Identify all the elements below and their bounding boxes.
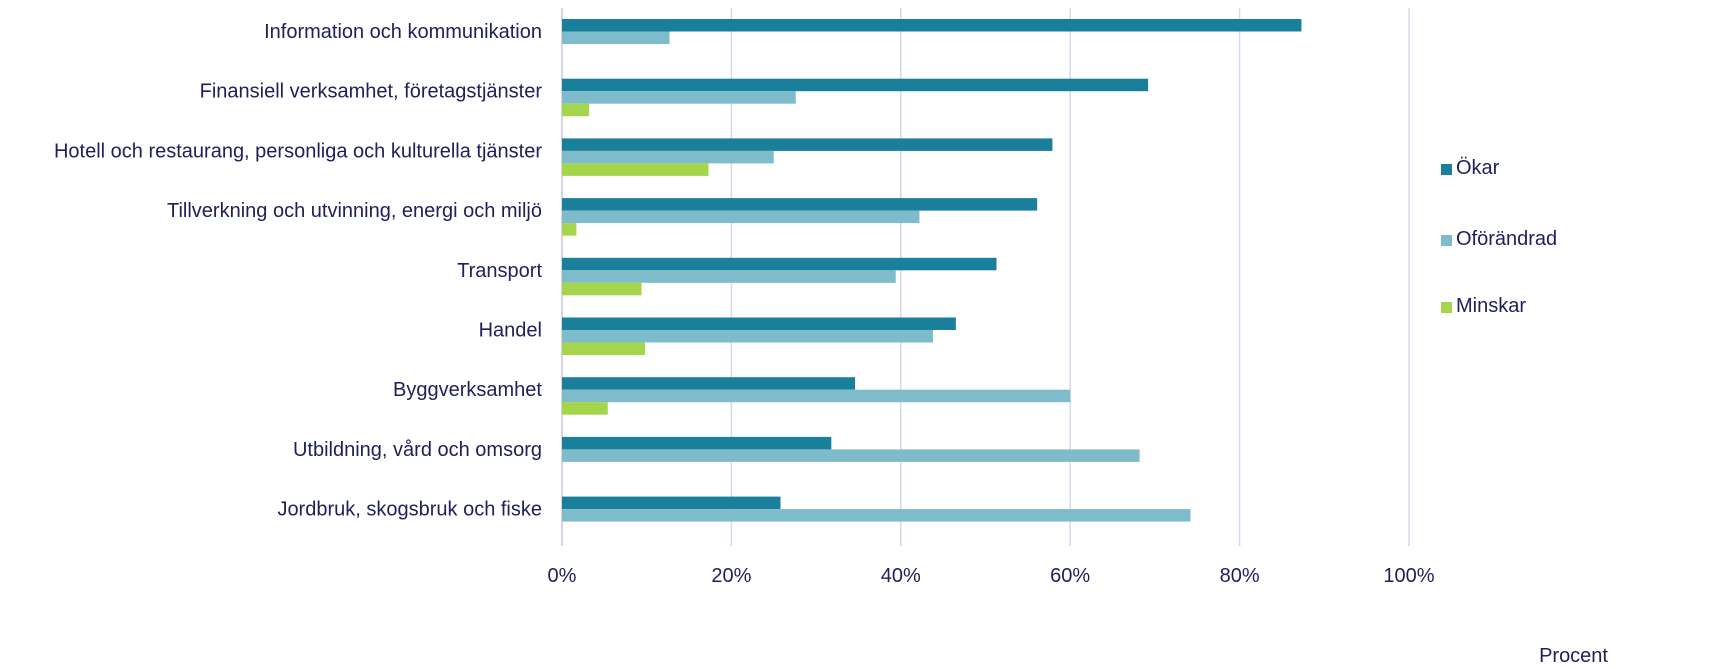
bar: [562, 402, 608, 415]
bar: [562, 317, 956, 330]
bar: [562, 330, 933, 343]
legend-swatch: [1441, 302, 1452, 313]
category-label: Jordbruk, skogsbruk och fiske: [277, 499, 542, 521]
legend-label: Ökar: [1456, 157, 1500, 179]
bar: [562, 377, 856, 390]
category-label: Hotell och restaurang, personliga och ku…: [54, 140, 542, 162]
category-label: Finansiell verksamhet, företagstjänster: [200, 81, 543, 103]
bars: [562, 19, 1302, 522]
bar: [562, 496, 781, 510]
category-label: Tillverkning och utvinning, energi och m…: [167, 200, 542, 222]
bar: [562, 163, 709, 176]
bar: [562, 342, 646, 355]
bar: [562, 150, 774, 164]
category-label: Transport: [457, 260, 542, 282]
x-tick-label: 80%: [1220, 565, 1260, 587]
category-label: Byggverksamhet: [393, 379, 542, 401]
bar: [562, 198, 1038, 211]
bar: [562, 389, 1071, 403]
legend-label: Minskar: [1456, 295, 1526, 317]
x-tick-label: 100%: [1383, 565, 1434, 587]
category-label: Information och kommunikation: [264, 21, 542, 43]
bar: [562, 210, 920, 224]
bar: [562, 436, 832, 450]
bar: [562, 270, 896, 283]
x-tick-label: 60%: [1050, 565, 1090, 587]
bar: [562, 223, 577, 236]
legend-label: Oförändrad: [1456, 228, 1557, 250]
legend: Ökar Oförändrad Minskar: [1441, 157, 1557, 317]
bar: [562, 103, 590, 117]
x-tick-label: 20%: [711, 565, 751, 587]
bar: [562, 78, 1149, 92]
bar: [562, 449, 1140, 462]
legend-swatch: [1441, 235, 1452, 246]
x-tick-labels: 0% 20% 40% 60% 80% 100%: [548, 565, 1435, 587]
bar: [562, 509, 1191, 522]
category-label: Utbildning, vård och omsorg: [293, 439, 542, 461]
bar: [562, 31, 670, 44]
category-label: Handel: [479, 320, 542, 342]
x-tick-label: 0%: [548, 565, 577, 587]
bar: [562, 257, 997, 271]
bar: [562, 91, 796, 104]
bar: [562, 19, 1302, 32]
category-labels: Information och kommunikation Finansiell …: [54, 21, 542, 521]
x-axis-title: Procent: [1539, 645, 1608, 667]
x-tick-label: 40%: [881, 565, 921, 587]
legend-swatch: [1441, 164, 1452, 175]
bar: [562, 138, 1053, 151]
bar: [562, 282, 642, 296]
